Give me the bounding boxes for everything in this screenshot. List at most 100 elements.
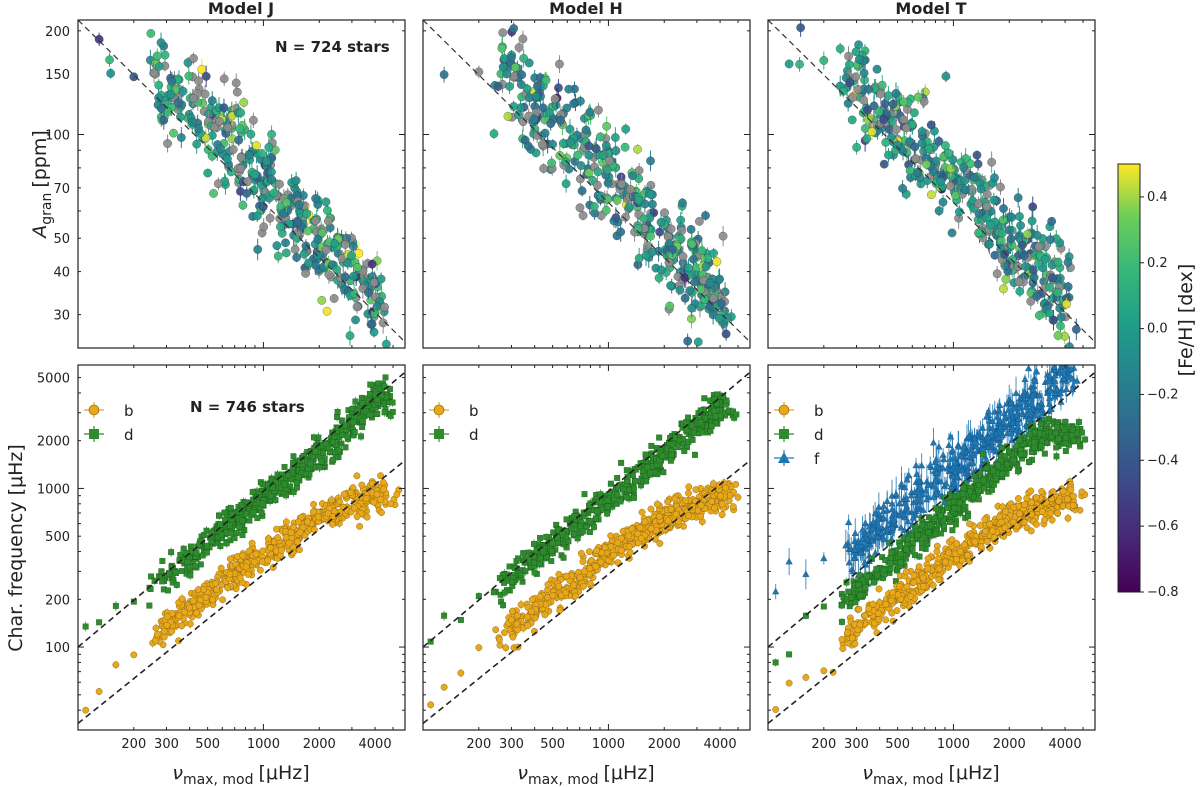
- star-point: [541, 75, 551, 85]
- star-point: [176, 112, 185, 122]
- star-point: [693, 337, 703, 347]
- star-point: [369, 278, 379, 287]
- star-point: [381, 339, 391, 348]
- star-point: [1055, 303, 1065, 313]
- star-point: [267, 129, 276, 139]
- star-point: [602, 165, 612, 175]
- star-point: [146, 29, 156, 38]
- star-point: [721, 329, 731, 339]
- point-b: [324, 509, 332, 517]
- star-point: [546, 119, 556, 128]
- star-point: [1049, 315, 1058, 325]
- star-point: [573, 150, 583, 160]
- star-point: [166, 90, 176, 100]
- point-b: [239, 552, 247, 560]
- point-b: [362, 495, 370, 502]
- star-point: [648, 199, 657, 209]
- star-point: [345, 331, 355, 341]
- star-point: [522, 84, 532, 94]
- point-d: [316, 464, 323, 471]
- star-point: [370, 309, 379, 318]
- point-d: [196, 541, 203, 548]
- point-b: [219, 596, 226, 604]
- star-point: [243, 177, 252, 187]
- point-b: [153, 630, 161, 638]
- star-point: [1027, 216, 1037, 226]
- star-point: [990, 173, 999, 183]
- star-point: [503, 111, 513, 121]
- point-b: [200, 586, 208, 593]
- point-d: [281, 464, 288, 470]
- point-d: [159, 557, 166, 564]
- star-point: [717, 299, 726, 308]
- star-point: [917, 138, 927, 148]
- point-d: [217, 543, 224, 550]
- star-point: [524, 58, 534, 68]
- star-point: [550, 94, 560, 104]
- star-point: [646, 190, 656, 199]
- star-point: [891, 89, 901, 98]
- star-point: [911, 154, 920, 163]
- star-point: [561, 157, 570, 167]
- point-d: [254, 515, 261, 522]
- point-b: [282, 533, 290, 541]
- star-point: [905, 166, 915, 176]
- star-point: [819, 56, 829, 65]
- point-b: [294, 538, 301, 546]
- star-point: [709, 249, 719, 258]
- point-b: [186, 620, 194, 628]
- point-d: [648, 442, 655, 449]
- star-point: [844, 51, 853, 61]
- fit-line-upper: [78, 371, 405, 648]
- star-point: [281, 248, 291, 258]
- star-point: [633, 144, 642, 154]
- star-point: [685, 286, 695, 296]
- point-b: [168, 627, 176, 635]
- point-b: [353, 472, 361, 480]
- star-point: [272, 241, 282, 250]
- star-point: [219, 103, 229, 113]
- point-d: [354, 407, 361, 414]
- point-b: [164, 613, 171, 620]
- point-b: [380, 485, 388, 493]
- point-d: [186, 564, 193, 571]
- star-point: [523, 141, 533, 151]
- point-b: [250, 558, 258, 566]
- star-point: [1053, 257, 1063, 267]
- star-point: [620, 142, 630, 152]
- star-point: [1071, 325, 1081, 334]
- point-d: [359, 424, 366, 431]
- star-point: [152, 51, 162, 61]
- star-point: [509, 24, 519, 33]
- star-point: [1065, 342, 1074, 348]
- panel-model-t-top-marks: [768, 20, 1095, 348]
- star-point: [276, 222, 285, 232]
- star-point: [941, 141, 950, 150]
- star-point: [299, 249, 309, 259]
- point-d: [290, 489, 297, 495]
- point-d: [82, 623, 89, 630]
- star-point: [322, 306, 332, 316]
- panel-model-j-top-marks: [78, 20, 405, 348]
- point-d: [187, 543, 194, 550]
- star-point: [265, 213, 275, 223]
- star-point: [999, 204, 1008, 213]
- point-d: [290, 453, 297, 460]
- point-b: [356, 522, 364, 530]
- star-point: [364, 288, 373, 298]
- point-b: [130, 651, 138, 659]
- star-point: [859, 68, 869, 78]
- star-point: [795, 59, 804, 69]
- star-point: [985, 239, 994, 249]
- star-point: [976, 184, 986, 194]
- star-point: [533, 81, 542, 91]
- star-point: [489, 129, 499, 139]
- point-d: [250, 509, 257, 516]
- point-d: [203, 549, 210, 556]
- point-b: [267, 544, 274, 552]
- star-point: [323, 206, 332, 215]
- star-point: [154, 93, 163, 103]
- star-point: [1016, 221, 1025, 230]
- star-point: [163, 139, 172, 148]
- point-d: [168, 549, 175, 556]
